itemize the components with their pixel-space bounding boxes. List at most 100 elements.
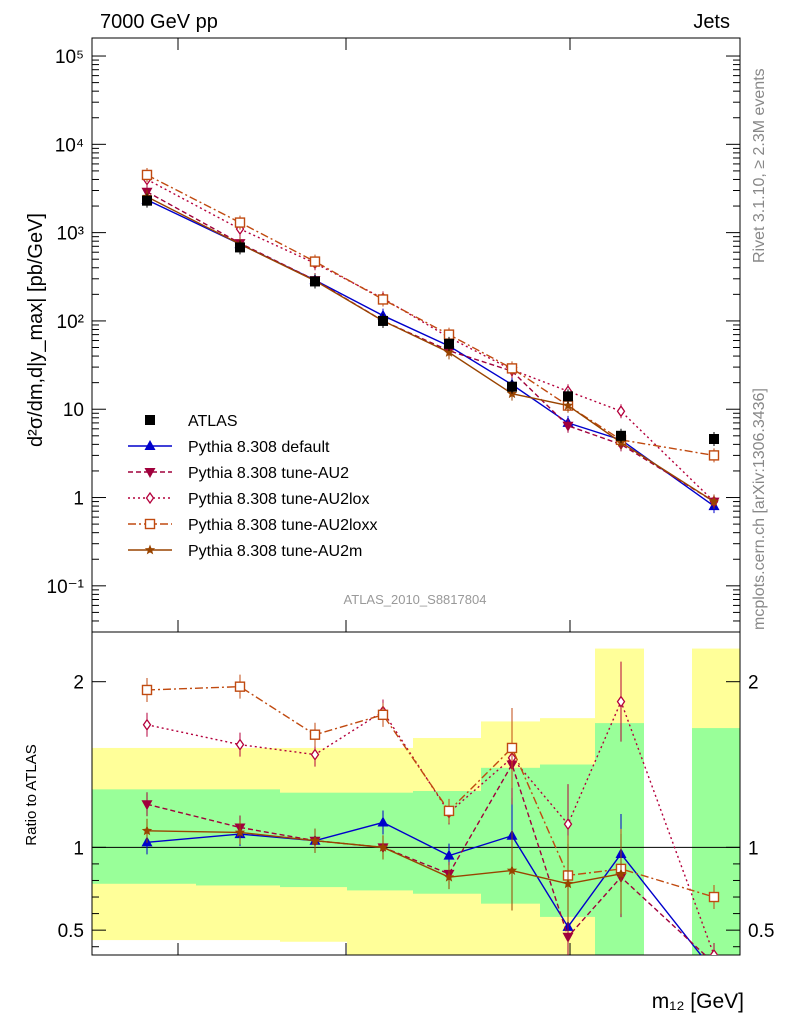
data-point xyxy=(562,400,574,410)
ratio-point xyxy=(234,681,246,692)
main-ylabel: d²σ/dm,d|y_max| [pb/GeV] xyxy=(25,213,47,447)
data-point xyxy=(616,405,626,418)
x-axis-ticks xyxy=(177,38,571,955)
legend-entry: Pythia 8.308 tune-AU2 xyxy=(128,465,349,482)
legend-label: Pythia 8.308 default xyxy=(188,439,330,456)
data-point xyxy=(310,276,320,287)
ratio-series-pythia-8-308-tune-au2m xyxy=(141,818,627,924)
y-tick-label: 10² xyxy=(57,312,84,333)
data-point xyxy=(234,217,246,228)
legend-marker xyxy=(145,491,155,505)
ratio-point xyxy=(709,966,720,976)
process-label: Jets xyxy=(693,11,730,33)
ratio-point xyxy=(141,825,153,836)
data-point xyxy=(443,346,455,357)
y-tick-label: 10⁻¹ xyxy=(47,577,85,598)
rivet-version-label: Rivet 3.1.10, ≥ 2.3M events xyxy=(751,68,768,263)
legend-entry: Pythia 8.308 default xyxy=(128,439,330,456)
ratio-point xyxy=(235,738,245,751)
ratio-point xyxy=(615,868,627,879)
legend-marker xyxy=(144,440,156,450)
data-point xyxy=(562,421,574,432)
uncertainty-band-green xyxy=(92,789,196,884)
ratio-ylabel: Ratio to ATLAS xyxy=(23,744,40,845)
main-series-atlas xyxy=(142,193,719,447)
data-point xyxy=(142,195,152,206)
ratio-point xyxy=(443,849,455,860)
ratio-point xyxy=(563,818,573,831)
y-tick-label: 10³ xyxy=(57,224,84,245)
series-line xyxy=(146,199,715,507)
ratio-point xyxy=(708,891,720,903)
ratio-line xyxy=(146,830,622,885)
ratio-frame xyxy=(91,631,741,956)
legend-entry: Pythia 8.308 tune-AU2lox xyxy=(128,491,369,508)
data-point xyxy=(709,434,719,445)
ratio-tick-label: 1 xyxy=(73,838,84,859)
ratio-tick-label-right: 1 xyxy=(748,838,759,859)
main-y-axis: 10⁻¹ 1 10 10² 10³ 10⁴ 10⁵ xyxy=(47,47,740,633)
ratio-point xyxy=(377,709,389,721)
ratio-point xyxy=(234,826,246,837)
ratio-tick-label: 0.5 xyxy=(58,921,84,942)
data-point xyxy=(507,381,517,392)
main-series-pythia-8-308-tune-au2m xyxy=(141,189,720,509)
ratio-point xyxy=(709,948,719,955)
main-series-pythia-8-308-tune-au2 xyxy=(141,184,720,509)
legend-entry: ATLAS xyxy=(145,413,238,430)
ratio-point xyxy=(141,800,153,811)
ratio-point xyxy=(142,718,152,731)
x-axis-title: m₁₂ [GeV] xyxy=(652,990,744,1013)
ratio-point xyxy=(310,748,320,761)
ratio-point xyxy=(141,684,153,696)
data-point xyxy=(141,169,153,181)
legend-marker xyxy=(144,544,156,555)
ratio-point xyxy=(709,959,720,969)
ratio-point xyxy=(506,865,518,875)
main-series-pythia-8-308-tune-au2lox xyxy=(142,172,719,509)
data-point xyxy=(378,315,388,326)
ratio-line xyxy=(146,762,707,955)
ratio-point xyxy=(377,816,389,827)
mcplots-label: mcplots.cern.ch [arXiv:1306.3436] xyxy=(751,388,768,630)
data-point xyxy=(444,338,454,349)
ratio-tick-label: 2 xyxy=(73,673,84,694)
legend-label: Pythia 8.308 tune-AU2 xyxy=(188,465,349,482)
ratio-panel: 0.5 0.5 1 1 2 2 xyxy=(58,631,774,976)
legend-marker xyxy=(144,468,156,478)
uncertainty-band-green xyxy=(347,792,413,891)
data-point xyxy=(506,363,518,374)
ratio-point xyxy=(506,742,518,754)
ratio-point xyxy=(443,871,455,882)
ratio-point xyxy=(377,841,389,852)
analysis-id-label: ATLAS_2010_S8817804 xyxy=(344,592,487,607)
ratio-point xyxy=(562,878,574,889)
ratio-point xyxy=(562,932,574,943)
series-line xyxy=(146,191,715,503)
legend-marker xyxy=(145,415,155,425)
ratio-point xyxy=(309,729,321,740)
beam-label: 7000 GeV pp xyxy=(100,11,218,33)
ratio-uncertainty-bands xyxy=(92,648,740,955)
y-tick-label: 1 xyxy=(73,489,84,510)
main-y-axis-title: d²σ/dm,d|y_max| [pb/GeV] xyxy=(25,213,47,447)
data-point xyxy=(563,391,573,402)
legend-entry: Pythia 8.308 tune-AU2loxx xyxy=(128,517,377,534)
uncertainty-band-green xyxy=(595,723,644,955)
legend-label: Pythia 8.308 tune-AU2lox xyxy=(188,491,369,508)
ratio-tick-label-right: 2 xyxy=(748,673,759,694)
data-point xyxy=(708,450,720,461)
legend-label: Pythia 8.308 tune-AU2m xyxy=(188,543,362,560)
legend: ATLAS Pythia 8.308 default Pythia 8.308 tu… xyxy=(128,413,377,560)
data-point xyxy=(616,430,626,441)
ratio-point xyxy=(309,835,321,846)
ratio-point xyxy=(616,695,626,708)
y-tick-label: 10 xyxy=(63,400,84,421)
data-point xyxy=(309,256,321,267)
y-tick-label: 10⁴ xyxy=(55,135,84,156)
legend-label: ATLAS xyxy=(188,413,238,430)
ratio-point xyxy=(443,805,455,817)
legend-marker xyxy=(144,518,156,530)
data-point xyxy=(708,496,720,506)
